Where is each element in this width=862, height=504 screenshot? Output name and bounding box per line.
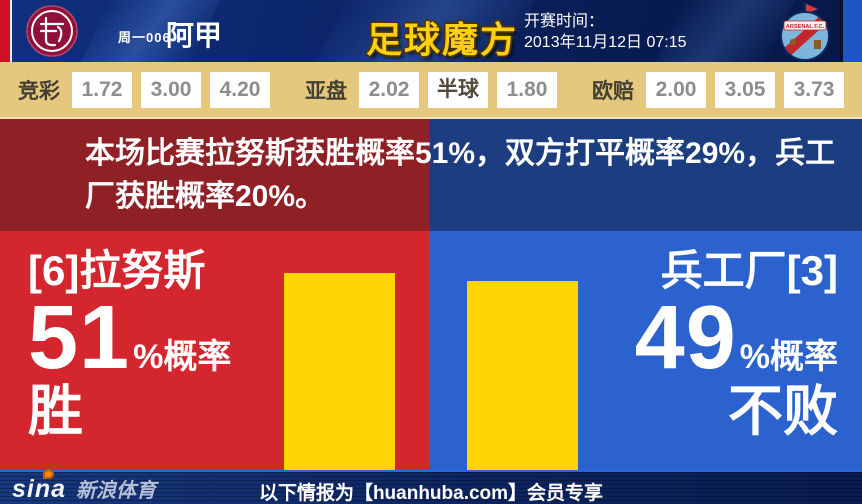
jingcai-away-odds: 4.20 <box>210 71 270 108</box>
footer-bar: sina 新浪体育 以下情报为【huanhuba.com】会员专享 <box>0 469 862 504</box>
summary-line-1: 本场比赛拉努斯获胜概率51%，双方打平概率29%，兵工 <box>85 137 836 170</box>
header-bar: 周一006 阿甲 足球魔方 开赛时间： 2013年11月12日 07:15 AR… <box>0 0 862 76</box>
league-name: 阿甲 <box>166 20 223 51</box>
arsenal-crest-text: ARSENAL F.C. <box>786 24 825 30</box>
yapan-label: 亚盘 <box>305 79 347 103</box>
away-probability-bar <box>467 281 578 470</box>
sina-sports-cn: 新浪体育 <box>76 480 157 502</box>
summary-banner-blue-half <box>430 119 862 231</box>
home-team-block: [6]拉努斯 51 %概率 胜 <box>28 247 231 442</box>
odds-bar: 竞彩 1.72 3.00 4.20 亚盘 2.02 半球 1.80 欧赔 2.0… <box>0 62 862 119</box>
oupei-label: 欧赔 <box>592 79 634 103</box>
away-percentage-row: 49 %概率 <box>634 288 838 388</box>
left-red-edge <box>0 0 12 62</box>
prediction-panel: [6]拉努斯 51 %概率 胜 兵工厂[3] 49 %概率 不败 <box>0 231 862 470</box>
summary-banner: 本场比赛拉努斯获胜概率51%，双方打平概率29%，兵工 厂获胜概率20%。 <box>0 119 862 231</box>
jingcai-label: 竞彩 <box>18 79 60 103</box>
sina-eye-icon <box>43 469 54 479</box>
jingcai-draw-odds: 3.00 <box>141 71 201 108</box>
home-probability-bar <box>284 273 395 470</box>
away-percentage: 49 <box>634 288 737 388</box>
oupei-home-odds: 2.00 <box>646 71 706 108</box>
home-percentage: 51 <box>28 288 131 388</box>
away-team-name: 兵工厂[3] <box>660 247 838 294</box>
kickoff-label: 开赛时间： <box>524 13 605 30</box>
sina-wordmark: sina <box>12 469 67 504</box>
sina-sports-logo: sina 新浪体育 <box>12 469 157 504</box>
home-percentage-suffix: %概率 <box>133 338 232 376</box>
summary-line-2: 厂获胜概率20%。 <box>85 180 326 213</box>
summary-text: 本场比赛拉努斯获胜概率51%，双方打平概率29%，兵工 厂获胜概率20%。 <box>85 132 835 218</box>
away-outcome: 不败 <box>727 380 838 442</box>
oupei-away-odds: 3.73 <box>784 71 844 108</box>
sina-brand-text: sina <box>12 475 67 503</box>
right-blue-edge <box>840 0 862 62</box>
match-number: 周一006 <box>118 30 171 45</box>
yapan-home-water: 2.02 <box>359 71 419 108</box>
odds-group-jingcai: 竞彩 1.72 3.00 4.20 <box>18 71 270 108</box>
yapan-away-water: 1.80 <box>497 71 557 108</box>
yapan-handicap: 半球 <box>428 71 488 108</box>
away-percentage-suffix: %概率 <box>739 338 838 376</box>
away-team-block: 兵工厂[3] 49 %概率 不败 <box>635 247 838 442</box>
odds-group-yapan: 亚盘 2.02 半球 1.80 <box>305 71 557 108</box>
arsenal-crest-icon: ARSENAL F.C. <box>776 2 834 62</box>
odds-group-oupei: 欧赔 2.00 3.05 3.73 <box>592 71 844 108</box>
football-cube-logo: 足球魔方 <box>366 19 519 60</box>
membership-notice: 以下情报为【huanhuba.com】会员专享 <box>258 483 604 504</box>
jingcai-home-odds: 1.72 <box>72 71 132 108</box>
kickoff-value: 2013年11月12日 07:15 <box>524 34 687 51</box>
lanus-crest-icon <box>26 5 78 57</box>
home-outcome: 胜 <box>28 380 84 442</box>
home-percentage-row: 51 %概率 <box>28 288 232 388</box>
oupei-draw-odds: 3.05 <box>715 71 775 108</box>
home-team-name: [6]拉努斯 <box>28 247 206 294</box>
kickoff-time: 开赛时间： 2013年11月12日 07:15 <box>524 11 687 53</box>
